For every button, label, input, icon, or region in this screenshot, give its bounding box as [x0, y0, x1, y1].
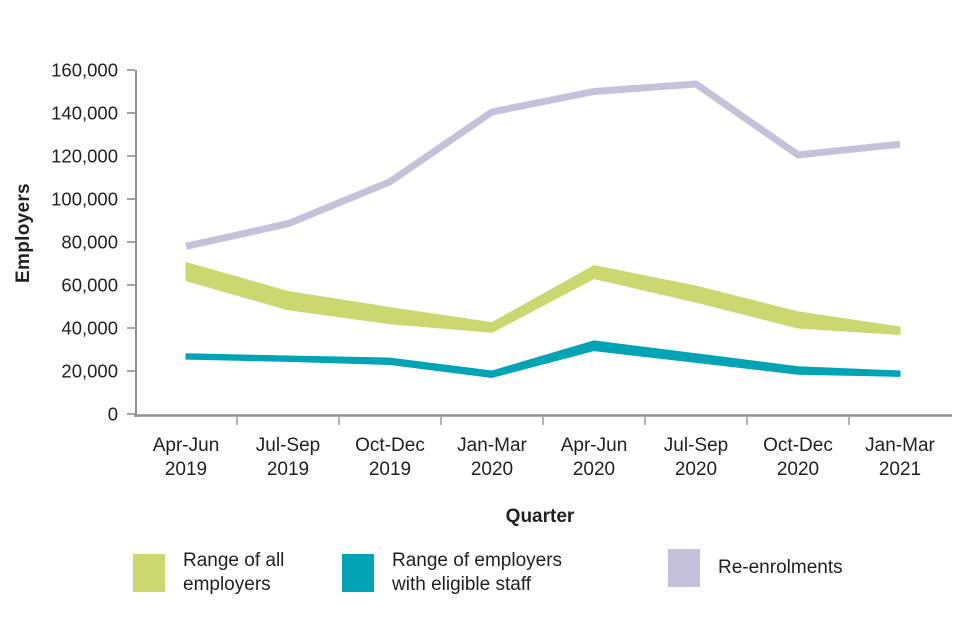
x-tick-label: Jan-Mar 2020	[457, 435, 527, 480]
x-tick-label: Jan-Mar 2021	[865, 435, 935, 480]
x-tick-label: Oct-Dec 2020	[763, 435, 833, 480]
band-range-of-all-employers	[185, 261, 901, 335]
line-re-enrolments	[185, 80, 901, 250]
y-tick-label: 80,000	[61, 232, 118, 253]
x-tick-label: Jul-Sep 2019	[256, 435, 320, 480]
y-tick-label: 160,000	[51, 60, 118, 81]
legend-label: Range of employers with eligible staff	[392, 550, 563, 595]
legend-swatch-purple	[668, 549, 700, 587]
x-tick-label: Jul-Sep 2020	[664, 435, 728, 480]
y-tick-label: 0	[108, 404, 118, 425]
legend-label: Range of all employers	[183, 550, 285, 595]
legend-swatch-teal	[342, 554, 374, 592]
y-tick-label: 60,000	[61, 275, 118, 296]
y-tick-label: 140,000	[51, 103, 118, 124]
y-axis-title: Employers	[13, 183, 34, 283]
x-tick-label: Apr-Jun 2020	[561, 435, 628, 480]
x-tick-label: Oct-Dec 2019	[355, 435, 425, 480]
y-tick-label: 20,000	[61, 361, 118, 382]
y-tick-label: 100,000	[51, 189, 118, 210]
legend-swatch-green	[133, 554, 165, 592]
legend-item-range-employers-eligible-staff: Range of employers with eligible staff	[342, 549, 562, 597]
legend-item-range-of-all-employers: Range of all employers	[133, 549, 284, 597]
y-tick-label: 40,000	[61, 318, 118, 339]
legend-label: Re-enrolments	[718, 557, 843, 578]
legend-item-re-enrolments: Re-enrolments	[668, 549, 843, 587]
band-range-of-employers-with-eligible-staff	[185, 340, 901, 378]
x-axis-title: Quarter	[505, 506, 575, 527]
y-tick-label: 120,000	[51, 146, 118, 167]
x-tick-label: Apr-Jun 2019	[153, 435, 220, 480]
